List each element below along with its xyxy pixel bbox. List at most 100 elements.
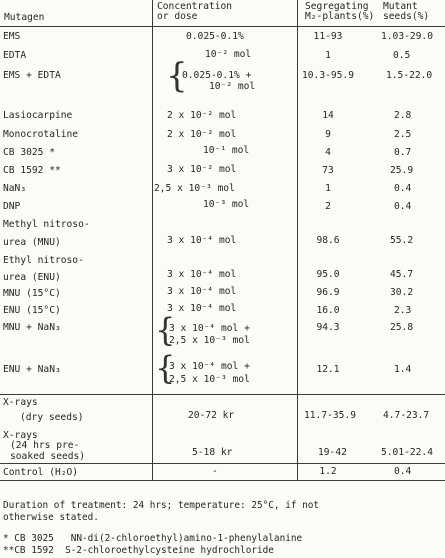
header-segregating: Segregating xyxy=(305,1,369,12)
row-mnunan3-conc2: 2,5 x 10⁻³ mol xyxy=(169,335,250,346)
row-mnu15-mut: 30.2 xyxy=(390,287,414,298)
row-cb1592-name: CB 1592 ** xyxy=(3,165,61,176)
row-mnunan3-name: MNU + NaN₃ xyxy=(3,322,61,333)
row-emsedta-mut: 1.5-22.0 xyxy=(386,70,433,81)
row-control-seg: 1.2 xyxy=(319,466,337,477)
header-rule xyxy=(0,26,445,27)
row-enu-name-line1: Ethyl nitroso- xyxy=(3,255,84,266)
row-dnp-seg: 2 xyxy=(325,201,331,212)
row-mnu-seg: 98.6 xyxy=(316,235,340,246)
row-mono-conc: 2 x 10⁻² mol xyxy=(167,129,237,140)
row-emsedta-seg: 10.3-95.9 xyxy=(302,70,354,81)
row-mnu-conc: 3 x 10⁻⁴ mol xyxy=(167,235,237,246)
row-cb3025-name: CB 3025 * xyxy=(3,147,55,158)
row-xsoak-name-line3: soaked seeds) xyxy=(10,451,86,462)
row-mnu-mut: 55.2 xyxy=(390,235,414,246)
row-lasio-mut: 2.8 xyxy=(394,110,412,121)
row-enunan3-conc2: 2,5 x 10⁻³ mol xyxy=(169,374,250,385)
column-divider-2 xyxy=(297,0,298,480)
row-control-mut: 0.4 xyxy=(394,466,412,477)
row-edta-mut: 0.5 xyxy=(393,50,411,61)
row-xdry-name-line1: X-rays xyxy=(3,397,38,408)
header-seeds: seeds(%) xyxy=(383,11,430,22)
row-control-name: Control (H₂O) xyxy=(3,467,79,478)
row-ems-conc: 0.025-0.1% xyxy=(186,31,244,42)
row-xsoak-name-line2: (24 hrs pre- xyxy=(10,440,80,451)
brace-mnunan3: { xyxy=(155,311,176,349)
row-mono-mut: 2.5 xyxy=(394,129,412,140)
row-ems-mut: 1.03-29.0 xyxy=(381,31,433,42)
row-xdry-seg: 11.7-35.9 xyxy=(304,410,356,421)
row-nan3-seg: 1 xyxy=(325,183,331,194)
row-mono-seg: 9 xyxy=(325,129,331,140)
row-dnp-conc: 10⁻³ mol xyxy=(203,199,250,210)
row-xsoak-name-line1: X-rays xyxy=(3,430,38,441)
row-enu15-seg: 16.0 xyxy=(316,305,340,316)
row-mnu-name-line1: Methyl nitroso- xyxy=(3,219,90,230)
row-xdry-conc: 20-72 kr xyxy=(188,410,235,421)
row-xdry-mut: 4.7-23.7 xyxy=(383,410,430,421)
row-nan3-name: NaN₃ xyxy=(3,183,27,194)
row-nan3-conc: 2,5 x 10⁻³ mol xyxy=(154,183,235,194)
row-edta-conc: 10⁻² mol xyxy=(205,49,252,60)
row-lasio-seg: 14 xyxy=(322,110,334,121)
row-mnu-name-line2: urea (MNU) xyxy=(3,237,61,248)
row-ems-name: EMS xyxy=(3,31,21,42)
row-cb3025-conc: 10⁻¹ mol xyxy=(203,145,250,156)
row-edta-name: EDTA xyxy=(3,50,27,61)
footnote-duration-cont: otherwise stated. xyxy=(3,512,99,523)
row-lasio-conc: 2 x 10⁻² mol xyxy=(167,110,237,121)
row-xdry-name-line2: (dry seeds) xyxy=(20,412,84,423)
row-cb1592-conc: 3 x 10⁻² mol xyxy=(167,164,237,175)
row-control-conc: - xyxy=(212,466,218,477)
row-xsoak-seg: 19-42 xyxy=(318,447,347,458)
row-dnp-name: DNP xyxy=(3,201,21,212)
footnote-duration: Duration of treatment: 24 hrs; temperatu… xyxy=(3,500,320,511)
row-enunan3-seg: 12.1 xyxy=(316,364,340,375)
row-enu15-conc: 3 x 10⁻⁴ mol xyxy=(167,303,237,314)
row-mnu15-seg: 96.9 xyxy=(316,287,340,298)
row-mnu15-conc: 3 x 10⁻⁴ mol xyxy=(167,286,237,297)
row-enu15-name: ENU (15°C) xyxy=(3,305,61,316)
row-edta-seg: 1 xyxy=(325,50,331,61)
xray-rule xyxy=(0,394,445,395)
footnote-cb1592: **CB 1592 S-2-chloroethylcysteine hydroc… xyxy=(3,545,274,556)
header-dose: or dose xyxy=(157,11,198,22)
row-cb1592-mut: 25.9 xyxy=(390,165,414,176)
row-emsedta-name: EMS + EDTA xyxy=(3,70,61,81)
row-cb3025-seg: 4 xyxy=(325,147,331,158)
row-enu-name-line2: urea (ENU) xyxy=(3,272,61,283)
row-xsoak-mut: 5.01-22.4 xyxy=(381,447,433,458)
row-mnu15-name: MNU (15°C) xyxy=(3,288,61,299)
row-mnunan3-conc1: 3 x 10⁻⁴ mol + xyxy=(169,323,250,334)
header-mutant: Mutant xyxy=(383,1,418,12)
row-enunan3-mut: 1.4 xyxy=(394,364,412,375)
row-emsedta-conc1: 0.025-0.1% + xyxy=(182,70,252,81)
row-cb3025-mut: 0.7 xyxy=(394,147,412,158)
brace-enunan3: { xyxy=(155,349,176,387)
column-divider-1 xyxy=(152,0,153,480)
row-mono-name: Monocrotaline xyxy=(3,129,79,140)
row-enu-conc: 3 x 10⁻⁴ mol xyxy=(167,269,237,280)
row-nan3-mut: 0.4 xyxy=(394,183,412,194)
row-mnunan3-seg: 94.3 xyxy=(316,322,340,333)
row-cb1592-seg: 73 xyxy=(322,165,334,176)
row-enu-mut: 45.7 xyxy=(390,269,414,280)
header-concentration: Concentration xyxy=(157,1,233,12)
control-bottom-rule xyxy=(0,480,445,481)
row-emsedta-conc2: 10⁻² mol xyxy=(209,81,256,92)
header-m2-plants: M₂-plants(%) xyxy=(305,11,375,22)
footnote-cb3025: * CB 3025 NN-di(2-chloroethyl)amino-1-ph… xyxy=(3,533,303,544)
row-enunan3-conc1: 3 x 10⁻⁴ mol + xyxy=(169,361,250,372)
row-lasio-name: Lasiocarpine xyxy=(3,110,73,121)
header-mutagen: Mutagen xyxy=(4,12,45,23)
control-top-rule xyxy=(0,463,445,464)
row-ems-seg: 11-93 xyxy=(313,31,343,42)
brace-emsedta: { xyxy=(166,56,188,96)
row-mnunan3-mut: 25.8 xyxy=(390,322,414,333)
row-enu15-mut: 2.3 xyxy=(394,305,412,316)
row-enunan3-name: ENU + NaN₃ xyxy=(3,364,61,375)
row-enu-seg: 95.0 xyxy=(316,269,340,280)
row-xsoak-conc: 5-18 kr xyxy=(192,447,233,458)
